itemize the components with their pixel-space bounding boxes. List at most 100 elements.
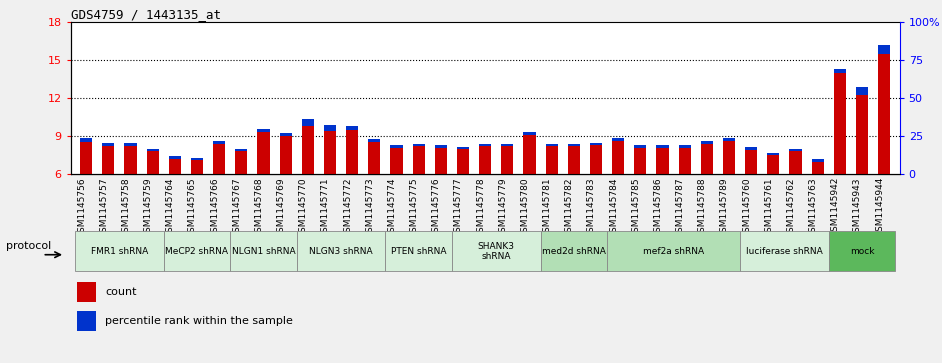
Bar (607, 231, 740, 272)
Bar (80, 143, 92, 174)
Bar (634, 147, 646, 174)
Text: mef2a shRNA: mef2a shRNA (643, 247, 704, 256)
Text: GSM1145777: GSM1145777 (454, 177, 463, 238)
Text: GSM1145781: GSM1145781 (543, 177, 552, 238)
Bar (257, 132, 269, 174)
Bar (590, 143, 602, 145)
Text: MeCP2 shRNA: MeCP2 shRNA (166, 247, 229, 256)
Bar (385, 231, 452, 272)
Text: GSM1145942: GSM1145942 (831, 177, 839, 237)
Text: GSM1145787: GSM1145787 (675, 177, 685, 238)
Bar (103, 143, 114, 146)
Bar (479, 146, 491, 174)
Bar (634, 145, 646, 147)
Bar (878, 45, 890, 54)
Bar (147, 149, 159, 151)
Text: NLGN3 shRNA: NLGN3 shRNA (309, 247, 373, 256)
Bar (191, 160, 203, 174)
Text: GSM1145769: GSM1145769 (277, 177, 285, 238)
Bar (280, 136, 292, 174)
Bar (191, 158, 203, 160)
Text: GSM1145760: GSM1145760 (742, 177, 751, 238)
Text: GSM1145759: GSM1145759 (144, 177, 153, 238)
Text: GSM1145766: GSM1145766 (210, 177, 219, 238)
Bar (767, 155, 779, 174)
Text: GSM1145774: GSM1145774 (387, 177, 397, 237)
Bar (213, 141, 225, 144)
Bar (368, 139, 381, 143)
Bar (346, 130, 358, 174)
Bar (723, 141, 735, 174)
Bar (452, 231, 541, 272)
Bar (811, 159, 823, 162)
Text: FMR1 shRNA: FMR1 shRNA (90, 247, 148, 256)
Text: GSM1145789: GSM1145789 (720, 177, 729, 238)
Text: GSM1145788: GSM1145788 (698, 177, 706, 238)
Bar (434, 147, 447, 174)
Bar (657, 147, 669, 174)
Bar (541, 231, 607, 272)
Text: GSM1145776: GSM1145776 (431, 177, 441, 238)
Bar (103, 146, 114, 174)
Text: GSM1145779: GSM1145779 (498, 177, 508, 238)
Bar (324, 131, 336, 174)
Bar (169, 159, 181, 174)
Bar (390, 145, 402, 147)
Bar (829, 231, 895, 272)
Bar (147, 151, 159, 174)
Bar (701, 142, 713, 144)
Bar (545, 146, 558, 174)
Bar (236, 151, 248, 174)
Bar (346, 126, 358, 130)
Bar (413, 146, 425, 174)
Bar (612, 138, 625, 141)
Text: GSM1145768: GSM1145768 (254, 177, 264, 238)
Bar (257, 129, 269, 132)
Bar (413, 144, 425, 146)
Bar (678, 145, 690, 147)
Bar (856, 95, 868, 174)
Text: GSM1145757: GSM1145757 (99, 177, 108, 238)
Bar (745, 147, 757, 150)
Text: GSM1145763: GSM1145763 (808, 177, 818, 238)
Text: NLGN1 shRNA: NLGN1 shRNA (232, 247, 295, 256)
Text: count: count (106, 287, 137, 297)
Text: SHANK3
shRNA: SHANK3 shRNA (478, 242, 514, 261)
Bar (169, 156, 181, 159)
Text: GSM1145764: GSM1145764 (166, 177, 175, 237)
Text: GSM1145780: GSM1145780 (521, 177, 529, 238)
Bar (301, 119, 314, 126)
Bar (213, 144, 225, 174)
Text: GSM1145784: GSM1145784 (609, 177, 618, 237)
Text: GSM1145943: GSM1145943 (853, 177, 862, 237)
Text: GSM1145773: GSM1145773 (365, 177, 374, 238)
Text: GSM1145765: GSM1145765 (188, 177, 197, 238)
Bar (80, 138, 92, 143)
Bar (856, 87, 868, 95)
Text: GSM1145770: GSM1145770 (299, 177, 308, 238)
Bar (524, 132, 536, 135)
Bar (75, 231, 164, 272)
Text: GSM1145775: GSM1145775 (410, 177, 418, 238)
Bar (834, 73, 846, 174)
Bar (811, 162, 823, 174)
Text: GSM1145771: GSM1145771 (321, 177, 330, 238)
Bar (434, 145, 447, 147)
Text: GSM1145778: GSM1145778 (476, 177, 485, 238)
Bar (701, 144, 713, 174)
Bar (280, 133, 292, 136)
Bar (745, 150, 757, 174)
Bar (568, 146, 580, 174)
Bar (723, 138, 735, 141)
Bar (767, 153, 779, 155)
Bar (789, 149, 802, 151)
Text: mock: mock (850, 247, 874, 256)
Bar (77, 311, 95, 331)
Bar (230, 231, 297, 272)
Text: GSM1145756: GSM1145756 (77, 177, 86, 238)
Bar (236, 148, 248, 151)
Bar (368, 143, 381, 174)
Bar (124, 143, 137, 146)
Bar (678, 147, 690, 174)
Bar (457, 149, 469, 174)
